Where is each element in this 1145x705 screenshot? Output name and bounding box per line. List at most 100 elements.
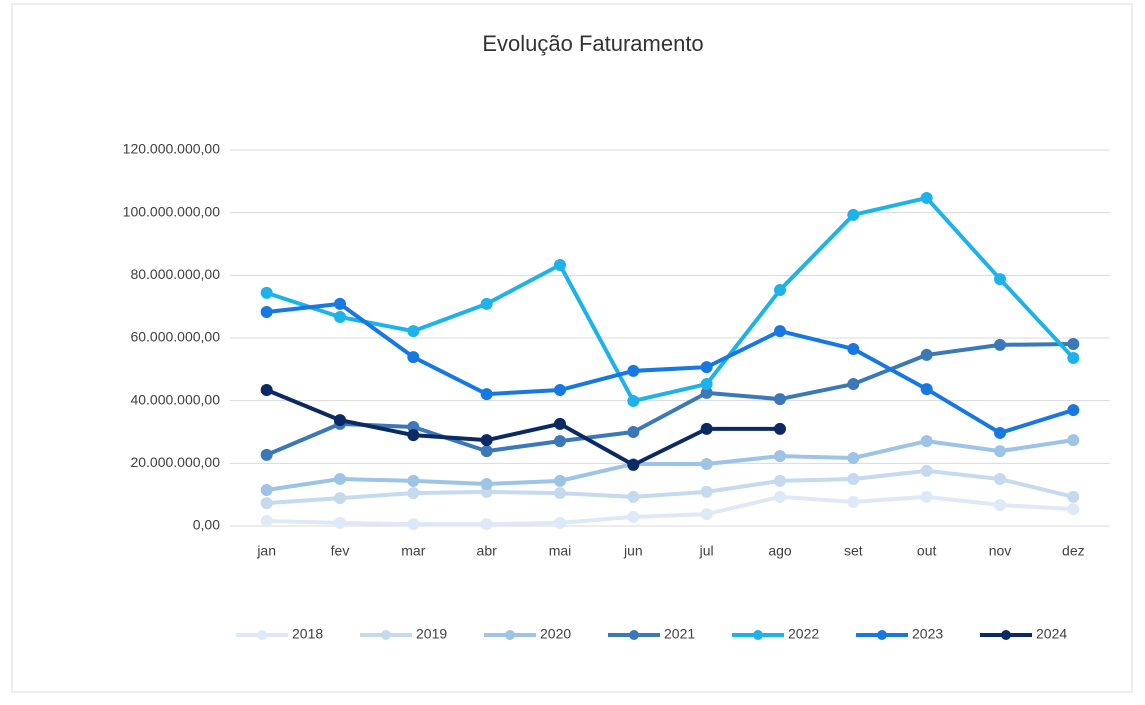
legend-label: 2018	[292, 626, 323, 642]
point	[627, 490, 640, 503]
series-line	[266, 438, 1074, 492]
point	[334, 516, 346, 529]
point	[407, 487, 420, 500]
point	[407, 429, 420, 442]
legend-marker	[753, 630, 763, 640]
y-tick-label: 20.000.000,00	[130, 454, 220, 470]
point	[334, 492, 346, 505]
x-tick-label: jul	[699, 543, 714, 559]
point	[554, 487, 566, 500]
y-tick-label: 60.000.000,00	[130, 329, 220, 345]
x-tick-label: mai	[549, 543, 572, 559]
point	[847, 378, 860, 391]
series-line	[266, 301, 1074, 435]
y-tick-label: 40.000.000,00	[130, 391, 220, 407]
point	[920, 191, 933, 204]
point	[334, 414, 346, 427]
point	[627, 426, 640, 438]
point	[334, 297, 346, 310]
point	[700, 378, 713, 391]
point	[407, 518, 420, 531]
point	[480, 388, 493, 401]
point	[554, 516, 566, 529]
point	[554, 417, 566, 430]
x-tick-label: set	[844, 543, 863, 559]
point	[994, 473, 1006, 485]
point	[554, 435, 566, 448]
x-tick-label: nov	[989, 543, 1012, 559]
point	[994, 499, 1006, 512]
point	[260, 483, 273, 496]
y-tick-label: 100.000.000,00	[123, 203, 221, 219]
series-line	[266, 468, 1074, 506]
point	[774, 393, 786, 406]
legend-marker	[257, 630, 267, 640]
point	[480, 297, 493, 310]
x-tick-label: jun	[623, 543, 643, 559]
y-tick-label: 80.000.000,00	[130, 266, 220, 282]
point	[260, 448, 273, 461]
point	[554, 474, 566, 487]
point	[260, 384, 273, 397]
legend-marker	[505, 630, 515, 640]
point	[920, 348, 933, 361]
x-tick-label: out	[917, 543, 937, 559]
point	[774, 490, 786, 503]
point	[994, 445, 1006, 458]
point	[774, 325, 786, 338]
point	[1067, 434, 1080, 447]
point	[700, 485, 713, 498]
legend-marker	[629, 630, 639, 640]
point	[334, 311, 346, 324]
legend-marker	[877, 630, 887, 640]
point	[407, 474, 420, 487]
point	[260, 286, 273, 299]
legend-label: 2019	[416, 626, 447, 642]
point	[260, 305, 273, 318]
point	[627, 510, 640, 523]
point	[994, 338, 1006, 351]
x-tick-label: ago	[768, 543, 792, 559]
point	[334, 473, 346, 485]
x-tick-label: dez	[1062, 543, 1085, 559]
point	[700, 361, 713, 374]
legend-label: 2023	[912, 626, 943, 642]
series-line	[265, 341, 1074, 457]
chart-frame	[11, 3, 1133, 693]
point	[847, 208, 860, 221]
series-line	[266, 195, 1075, 403]
point	[847, 452, 860, 465]
x-tick-label: abr	[477, 543, 498, 559]
point	[627, 458, 640, 471]
point	[847, 473, 860, 485]
point	[554, 384, 566, 397]
point	[700, 422, 713, 435]
point	[920, 383, 933, 396]
point	[480, 434, 493, 447]
point	[700, 457, 713, 470]
point	[627, 394, 640, 407]
x-tick-label: jan	[256, 543, 276, 559]
point	[1067, 337, 1080, 350]
point	[774, 474, 786, 487]
legend-label: 2021	[664, 626, 695, 642]
legend-marker	[381, 630, 391, 640]
legend-label: 2022	[788, 626, 819, 642]
point	[774, 284, 786, 297]
point	[627, 364, 640, 377]
series-line	[265, 388, 780, 467]
point	[994, 426, 1006, 439]
point	[994, 273, 1006, 286]
point	[1067, 404, 1080, 417]
point	[554, 258, 566, 271]
y-tick-label: 120.000.000,00	[123, 141, 221, 157]
point	[260, 497, 273, 510]
point	[774, 450, 786, 463]
point	[1067, 490, 1080, 503]
point	[260, 514, 273, 527]
point	[847, 342, 860, 355]
point	[847, 495, 860, 508]
point	[480, 478, 493, 491]
legend-label: 2020	[540, 626, 571, 642]
